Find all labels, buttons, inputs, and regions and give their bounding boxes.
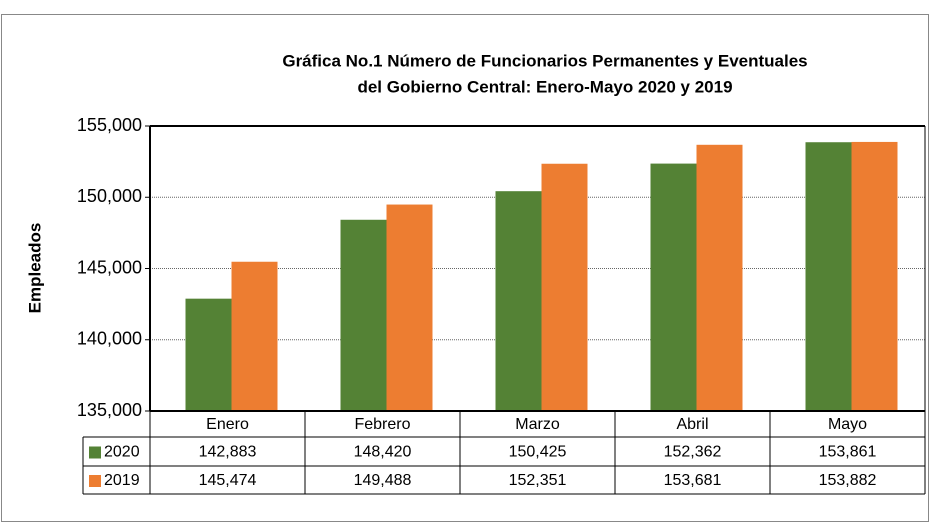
chart-title: del Gobierno Central: Enero-Mayo 2020 y … — [357, 77, 732, 96]
legend-swatch — [89, 446, 101, 459]
table-value: 153,861 — [819, 444, 877, 461]
bar — [696, 144, 743, 411]
table-value: 153,681 — [664, 472, 722, 489]
x-tick-label: Febrero — [354, 416, 410, 433]
table-value: 145,474 — [199, 472, 257, 489]
table-value: 142,883 — [199, 444, 257, 461]
table-value: 152,362 — [664, 444, 722, 461]
chart-title: Gráfica No.1 Número de Funcionarios Perm… — [282, 51, 807, 70]
x-tick-label: Marzo — [515, 416, 560, 433]
y-tick-label: 135,000 — [77, 400, 142, 420]
y-tick-label: 145,000 — [77, 257, 142, 277]
y-axis-label: Empleados — [25, 223, 44, 314]
bar — [185, 298, 232, 411]
bar — [541, 163, 588, 411]
y-tick-label: 140,000 — [77, 329, 142, 349]
bar — [231, 261, 278, 411]
bar — [340, 219, 387, 411]
bar — [851, 141, 898, 411]
table-value: 148,420 — [354, 444, 412, 461]
x-tick-label: Enero — [206, 416, 249, 433]
legend-label: 2019 — [104, 472, 140, 489]
bar — [805, 142, 852, 411]
x-tick-label: Abril — [676, 416, 708, 433]
y-tick-label: 150,000 — [77, 186, 142, 206]
table-value: 153,882 — [819, 472, 877, 489]
y-tick-label: 155,000 — [77, 115, 142, 135]
legend-label: 2020 — [104, 444, 140, 461]
x-tick-label: Mayo — [828, 416, 867, 433]
table-value: 149,488 — [354, 472, 412, 489]
bar — [650, 163, 697, 411]
bar — [495, 191, 542, 411]
bar — [386, 204, 433, 411]
table-value: 150,425 — [509, 444, 567, 461]
legend-swatch — [89, 475, 101, 487]
table-value: 152,351 — [509, 472, 567, 489]
